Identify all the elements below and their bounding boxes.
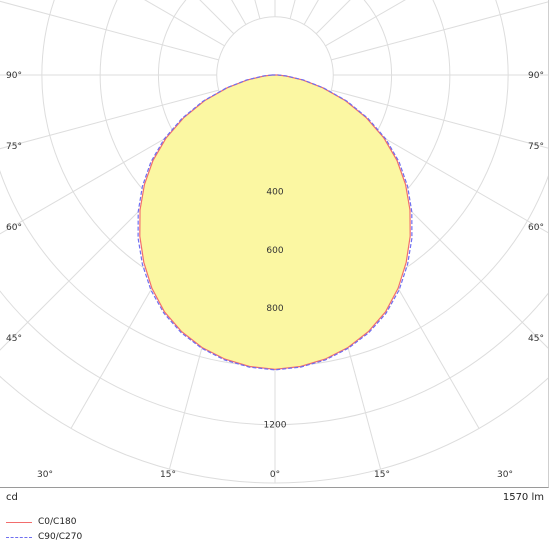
luminous-flux-label: 1570 lm [502,492,544,503]
legend-item-c90-c270: C90/C270 [6,532,82,542]
grid-spoke [315,0,351,35]
grid-spoke [325,0,406,47]
angle-label-bottom: 0° [270,470,280,480]
angle-label-bottom: 30° [497,470,513,480]
grid-spoke [331,89,549,149]
angle-label-left: 75° [6,142,22,152]
grid-spoke [331,1,549,61]
intensity-fill [139,75,411,370]
angle-label-bottom: 15° [374,470,390,480]
angle-label-left: 60° [6,223,22,233]
series-line-c90-c270 [137,74,413,371]
grid-spoke [0,0,219,61]
angle-label-right: 75° [528,142,544,152]
legend-item-c0-c180: C0/C180 [6,517,77,527]
grid-spoke [231,0,247,25]
radial-tick-label: 800 [266,304,283,314]
angle-label-left: 45° [6,334,22,344]
radial-tick-label: 400 [266,188,283,198]
angle-label-left: 90° [6,71,22,81]
grid-spoke [0,89,219,150]
legend-swatch-dashed [6,536,32,538]
grid-spoke [303,0,319,25]
plot-area [137,74,413,371]
legend-label-c90-c270: C90/C270 [38,532,83,542]
legend-swatch-solid [6,521,32,523]
radial-tick-label: 1200 [264,421,287,431]
axis-labels: 400 600 800 1200 90° 90° 75° 75° 60° 60° 45° 45° 30°… [6,71,544,480]
grid-spoke [144,0,225,47]
angle-label-right: 45° [528,334,544,344]
series-line-c0-c180 [139,74,411,370]
angle-label-bottom: 30° [37,470,53,480]
radial-tick-label: 600 [266,246,283,256]
angle-label-right: 60° [528,223,544,233]
grid-spoke [199,0,235,35]
legend-label-c0-c180: C0/C180 [38,517,77,527]
polar-chart: 400 600 800 1200 90° 90° 75° 75° 60° 60° 45° 45° 30°… [0,0,549,484]
angle-label-bottom: 15° [160,470,176,480]
unit-label: cd [6,492,18,503]
angle-label-right: 90° [528,71,544,81]
